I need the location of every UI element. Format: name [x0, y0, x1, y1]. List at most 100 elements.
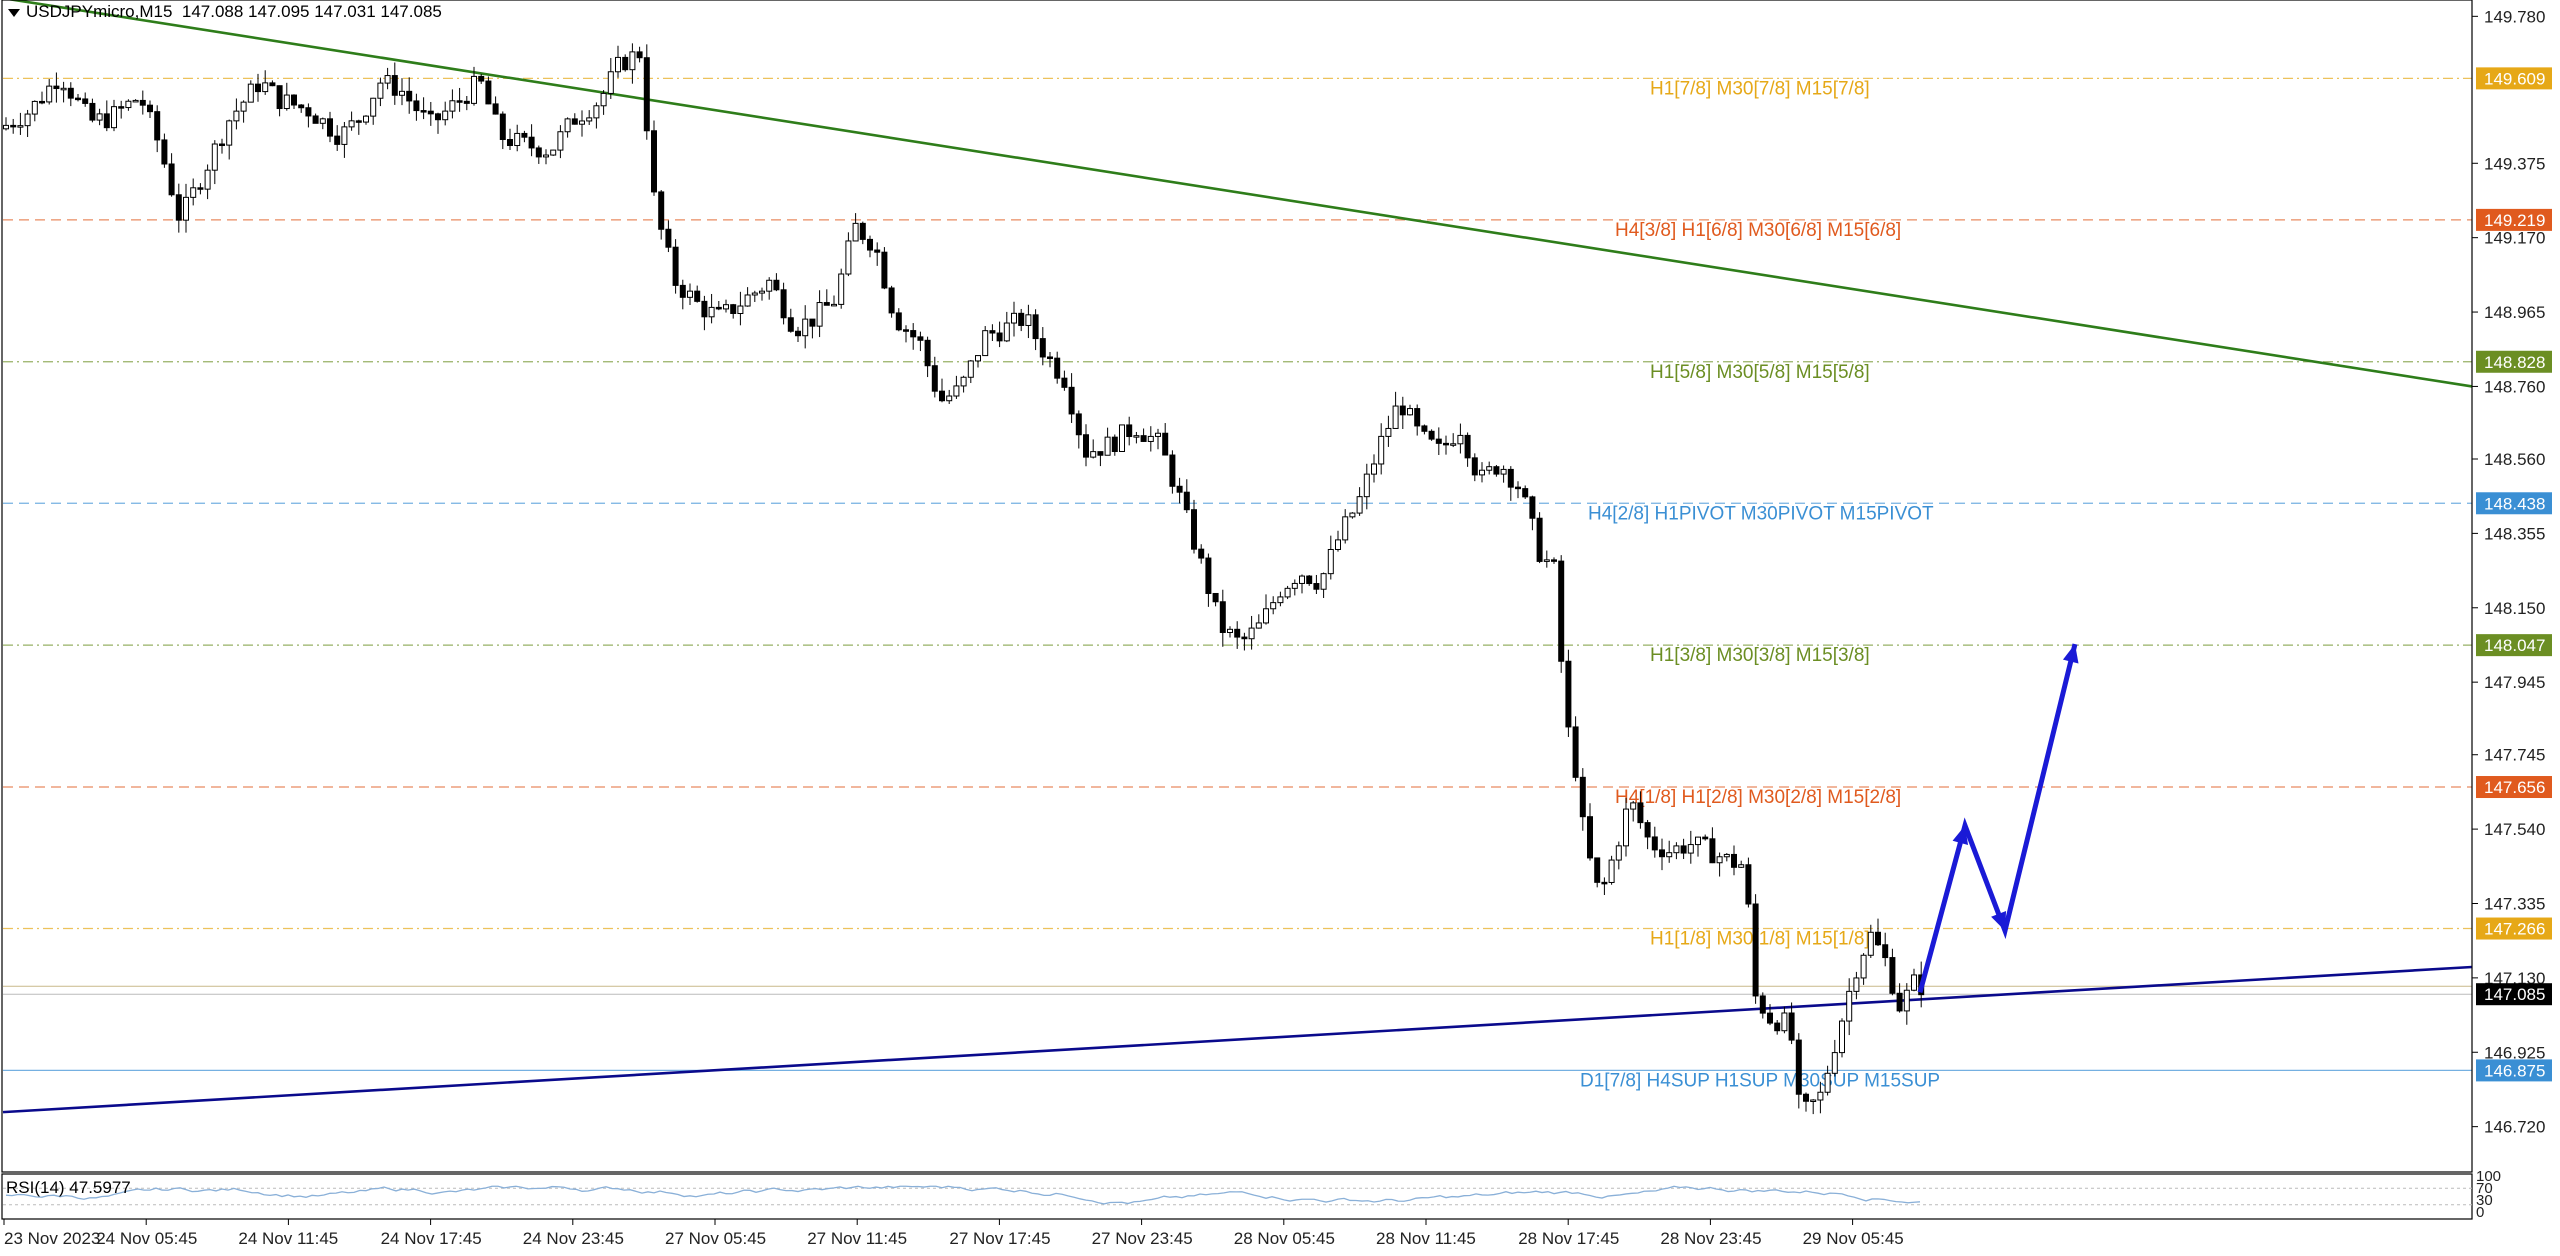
candle-body [744, 294, 751, 307]
candle-body [291, 94, 297, 106]
price-tag [2476, 917, 2552, 940]
candle-body [319, 118, 326, 124]
candle-body [687, 290, 693, 298]
candle-body [845, 240, 852, 275]
candle-body [269, 82, 276, 87]
candle-body [161, 139, 168, 165]
candle-body [1709, 838, 1716, 864]
candle-body [1039, 338, 1046, 358]
candle-body [809, 318, 816, 327]
candle-body [1831, 1052, 1838, 1074]
candle-body [1630, 802, 1637, 810]
time-tick-label: 27 Nov 17:45 [949, 1229, 1050, 1248]
candle-body [1428, 430, 1435, 440]
price-tag-label: 147.266 [2484, 920, 2545, 939]
candle-body [881, 251, 888, 289]
candle-body [233, 110, 240, 122]
candle-body [1687, 844, 1694, 854]
level-label: H1[1/8] M30[1/8] M15[1/8] [1650, 929, 1870, 950]
candle-body [903, 329, 909, 332]
price-tick-label: 149.170 [2484, 229, 2545, 248]
trendlines-group [2, 0, 2473, 1114]
candle-body [103, 113, 110, 129]
candle-body [406, 90, 413, 102]
candle-body [1147, 435, 1154, 442]
candle-body [701, 300, 708, 318]
candle-body [53, 85, 60, 90]
candle-body [564, 118, 571, 133]
candle-body [1111, 436, 1118, 452]
candle-body [1536, 517, 1543, 562]
candle-body [1493, 466, 1500, 475]
candle-body [1824, 1072, 1831, 1093]
rsi-border [1, 1173, 2473, 1220]
candle-body [1414, 408, 1421, 427]
candle-body [154, 111, 161, 141]
candle-body [1435, 438, 1442, 444]
candle-body [1385, 427, 1392, 437]
candle-body [996, 332, 1003, 342]
candle-body [528, 136, 535, 149]
price-tick-label: 147.540 [2484, 820, 2545, 839]
candle-body [75, 97, 81, 101]
candle-body [1702, 836, 1709, 840]
chart-title[interactable]: USDJPYmicro,M15 147.088 147.095 147.031 … [8, 2, 442, 22]
candle-body [1795, 1039, 1802, 1095]
candle-body [283, 94, 290, 110]
candle-body [780, 289, 787, 319]
level-label: H4[2/8] H1PIVOT M30PIVOT M15PIVOT [1588, 503, 1934, 524]
chevron-down-icon[interactable] [8, 8, 20, 17]
candle-body [859, 222, 866, 240]
price-tick-label: 146.925 [2484, 1043, 2545, 1062]
price-axis: 149.780 149.375 149.170 148.965 148.760 148.5… [2472, 7, 2552, 1137]
candle-body [1745, 864, 1752, 905]
projection-arrowhead [1991, 911, 2007, 931]
candle-body [82, 98, 89, 104]
candle-body [773, 279, 780, 291]
projection-group [1917, 643, 2079, 994]
candle-body [852, 222, 859, 242]
candle-body [247, 83, 254, 103]
time-tick-label: 24 Nov 05:45 [96, 1229, 197, 1248]
candle-body [1558, 560, 1565, 662]
price-tag [2476, 1059, 2552, 1082]
candle-body [435, 113, 441, 121]
candle-body [823, 302, 830, 306]
candle-body [499, 113, 506, 141]
candle-body [1896, 992, 1903, 1012]
candle-body [463, 100, 470, 104]
level-label: H1[5/8] M30[5/8] M15[5/8] [1650, 362, 1870, 383]
candle-body [17, 125, 24, 128]
candle-body [607, 71, 614, 94]
candle-body [1716, 856, 1723, 864]
price-tick-label: 147.945 [2484, 673, 2545, 692]
candle-body [1320, 573, 1327, 590]
candle-body [262, 82, 269, 93]
price-tick-label: 147.745 [2484, 746, 2545, 765]
candle-body [874, 249, 881, 253]
price-tick-label: 148.965 [2484, 303, 2545, 322]
candle-body [1032, 314, 1039, 340]
candle-body [24, 113, 31, 127]
candle-body [1774, 1022, 1781, 1032]
candle-body [1752, 903, 1759, 997]
candle-body [1054, 357, 1061, 379]
candle-body [816, 302, 823, 327]
candle-body [111, 106, 117, 129]
candle-body [1594, 857, 1601, 883]
candle-body [219, 143, 225, 147]
level-label: H4[1/8] H1[2/8] M30[2/8] M15[2/8] [1615, 787, 1901, 808]
candle-body [1183, 491, 1190, 511]
level-label: H1[7/8] M30[7/8] M15[7/8] [1650, 78, 1870, 99]
candle-body [967, 360, 974, 378]
candle-body [399, 90, 405, 96]
level-label: H1[3/8] M30[3/8] M15[3/8] [1650, 645, 1870, 666]
candle-body [1522, 488, 1529, 498]
candle-body [334, 135, 341, 145]
candle-body [917, 336, 924, 341]
candle-body [1047, 356, 1053, 359]
candle-body [1140, 435, 1147, 442]
level-label: H4[3/8] H1[6/8] M30[6/8] M15[6/8] [1615, 220, 1901, 241]
